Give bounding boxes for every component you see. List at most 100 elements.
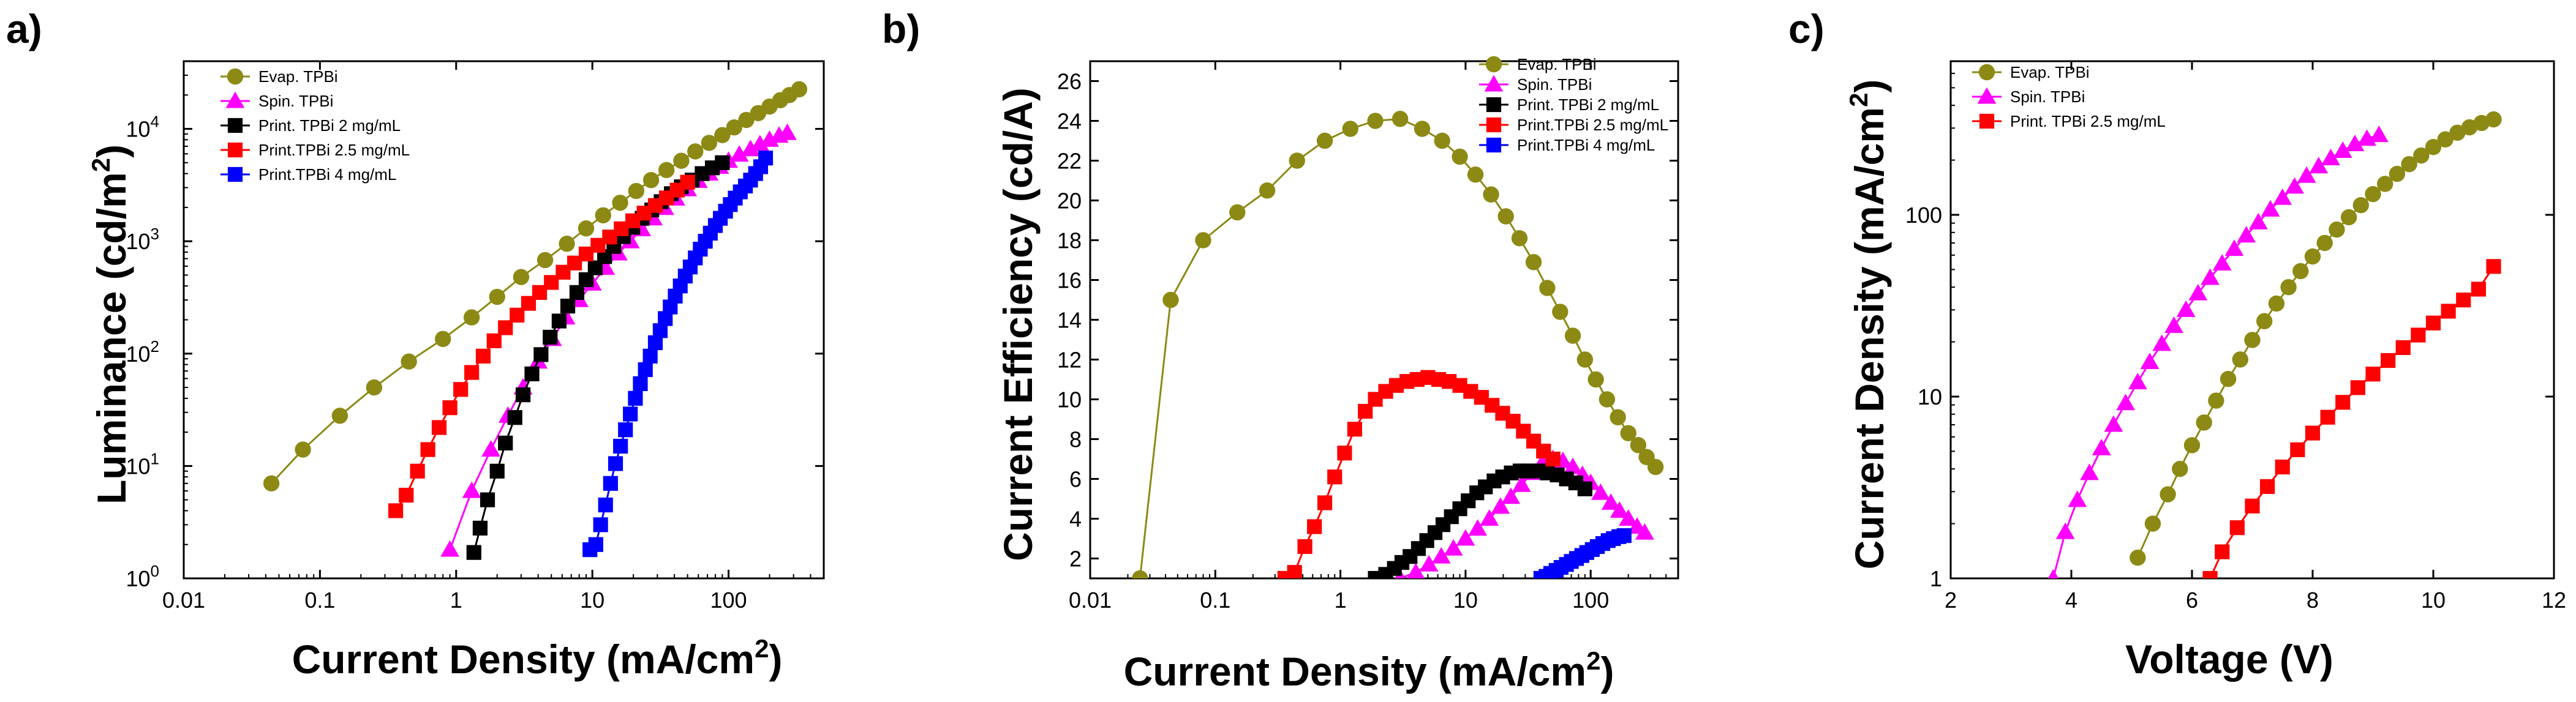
data-point xyxy=(1616,528,1632,543)
data-point xyxy=(1392,111,1409,127)
data-point xyxy=(618,422,633,438)
data-point xyxy=(1287,565,1302,578)
legend-item: Print.TPBi 4 mg/mL xyxy=(1479,136,1655,154)
data-point xyxy=(2172,460,2188,477)
data-point xyxy=(2471,282,2486,297)
data-point xyxy=(2290,442,2305,457)
legend-label: Print. TPBi 2 mg/mL xyxy=(1517,95,1659,114)
data-point xyxy=(1501,487,1521,504)
series-line xyxy=(1139,118,1657,578)
data-point xyxy=(1434,132,1450,149)
data-point xyxy=(2305,425,2321,441)
data-point xyxy=(726,119,742,136)
data-point xyxy=(2275,459,2290,475)
data-point xyxy=(1525,254,1542,271)
data-point xyxy=(2164,316,2183,333)
data-point xyxy=(2116,394,2136,411)
data-point xyxy=(1647,458,1664,476)
data-point xyxy=(1587,371,1604,388)
data-point xyxy=(463,309,480,326)
series-print2 xyxy=(1368,463,1592,578)
data-point xyxy=(2237,226,2256,243)
legend-label: Spin. TPBi xyxy=(2010,88,2085,106)
data-point xyxy=(687,143,704,160)
legend-item: Spin. TPBi xyxy=(1479,75,1592,94)
data-point xyxy=(638,362,653,378)
data-point xyxy=(2285,177,2304,194)
legend-item: Print. TPBi 2.5 mg/mL xyxy=(1972,112,2166,130)
data-point xyxy=(2268,295,2285,312)
data-point xyxy=(2316,234,2333,252)
data-point xyxy=(613,438,628,454)
data-point xyxy=(2280,278,2297,296)
data-point xyxy=(464,365,480,380)
x-tick-label: 0.01 xyxy=(1069,588,1112,613)
legend-item: Print.TPBi 2.5 mg/mL xyxy=(220,141,410,159)
data-point xyxy=(2309,157,2329,174)
data-point xyxy=(2224,239,2244,256)
data-point xyxy=(2335,395,2351,410)
legend-marker xyxy=(1486,97,1502,113)
data-point xyxy=(1419,555,1439,572)
panel-c-legend: Evap. TPBi Spin. TPBi Print. TPBi 2.5 mg/m… xyxy=(1972,63,2166,130)
legend-marker xyxy=(227,166,243,182)
data-point xyxy=(2130,549,2146,566)
series-evap xyxy=(263,81,808,492)
x-tick-label: 1 xyxy=(450,588,462,613)
data-point xyxy=(2047,569,2059,578)
data-point xyxy=(2244,332,2261,348)
data-point xyxy=(2229,520,2245,536)
legend-item: Evap. TPBi xyxy=(1479,55,1597,73)
data-point xyxy=(431,420,447,435)
data-point xyxy=(2176,300,2196,317)
data-point xyxy=(2297,166,2316,183)
data-point xyxy=(628,182,645,200)
data-point xyxy=(2245,498,2260,513)
data-point xyxy=(2304,248,2321,265)
data-point xyxy=(2140,353,2160,370)
data-point xyxy=(1619,509,1638,526)
data-point xyxy=(1289,152,1305,169)
data-point xyxy=(715,155,730,170)
data-point xyxy=(1407,562,1425,578)
y-tick-label: 8 xyxy=(1069,427,1082,452)
data-point xyxy=(2212,254,2232,271)
data-point xyxy=(633,376,648,392)
legend-label: Print.TPBi 2.5 mg/mL xyxy=(1517,116,1668,134)
plot-frame xyxy=(1949,60,2555,580)
data-point xyxy=(2160,486,2176,502)
data-point xyxy=(1132,570,1148,578)
data-point xyxy=(738,111,755,129)
data-point xyxy=(1229,204,1246,221)
legend-label: Evap. TPBi xyxy=(2010,63,2090,81)
data-point xyxy=(2256,313,2273,329)
legend-marker xyxy=(225,91,245,108)
data-point xyxy=(2425,315,2441,330)
data-point xyxy=(2411,327,2426,343)
data-point xyxy=(2441,304,2456,319)
y-tick-label: 12 xyxy=(1057,348,1082,373)
data-point xyxy=(489,463,505,479)
data-point xyxy=(486,333,502,348)
y-tick-label: 101 xyxy=(126,449,159,479)
data-point xyxy=(537,252,554,269)
data-point xyxy=(1635,523,1654,540)
data-point xyxy=(480,492,495,507)
data-point xyxy=(1480,509,1499,526)
data-point xyxy=(453,382,469,397)
x-tick-label: 100 xyxy=(1572,588,1609,613)
data-point xyxy=(1599,391,1616,408)
series-spin xyxy=(2047,125,2389,578)
panel-a-ylabel: Luminance (cd/m2) xyxy=(86,144,134,504)
data-point xyxy=(1444,539,1463,556)
data-point xyxy=(533,347,549,362)
data-point xyxy=(2196,414,2212,431)
data-point xyxy=(623,406,638,422)
data-point xyxy=(1576,351,1594,368)
data-point xyxy=(1431,547,1451,564)
data-point xyxy=(2449,124,2466,141)
data-point xyxy=(1468,519,1488,536)
data-point xyxy=(2333,141,2352,158)
legend-item: Evap. TPBi xyxy=(220,67,338,86)
